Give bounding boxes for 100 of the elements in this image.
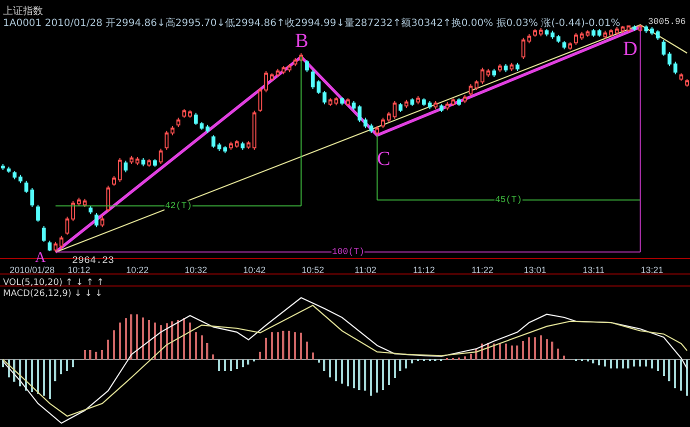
candlestick bbox=[164, 130, 169, 150]
bar bbox=[247, 360, 250, 365]
candlestick bbox=[614, 26, 619, 36]
bar bbox=[148, 320, 150, 360]
candlestick bbox=[153, 158, 157, 168]
candlestick bbox=[632, 24, 636, 32]
x-tick-label: 11:12 bbox=[413, 264, 435, 275]
candlestick bbox=[264, 70, 268, 93]
candlestick bbox=[0, 164, 5, 171]
candlestick bbox=[270, 72, 274, 82]
bar bbox=[516, 345, 518, 360]
candlestick bbox=[620, 25, 625, 34]
candlestick bbox=[428, 100, 432, 110]
candlestick bbox=[440, 104, 444, 112]
bar bbox=[49, 360, 51, 399]
bar bbox=[265, 338, 267, 360]
x-tick-label: 11:02 bbox=[354, 264, 376, 275]
bar bbox=[411, 360, 413, 364]
bar bbox=[686, 360, 688, 396]
bar bbox=[651, 360, 653, 368]
x-tick-label: 10:22 bbox=[126, 264, 149, 275]
bar bbox=[680, 360, 682, 391]
x-tick-label: 2010/01/28 bbox=[10, 264, 55, 275]
bar bbox=[522, 341, 524, 360]
bar bbox=[540, 335, 542, 360]
candlestick bbox=[562, 40, 566, 50]
candlestick bbox=[626, 24, 631, 32]
candlestick bbox=[246, 140, 250, 150]
candlestick bbox=[130, 155, 134, 165]
candlestick bbox=[492, 68, 496, 78]
bar bbox=[382, 360, 384, 390]
candlestick bbox=[597, 28, 602, 38]
bar bbox=[645, 360, 647, 366]
candlestick bbox=[124, 160, 128, 173]
bar bbox=[31, 360, 33, 392]
candlestick bbox=[422, 98, 426, 106]
candlestick bbox=[445, 102, 450, 111]
candlestick bbox=[206, 124, 210, 134]
candlestick bbox=[82, 198, 87, 208]
bar bbox=[528, 337, 530, 360]
bar bbox=[125, 318, 127, 360]
bar bbox=[493, 344, 495, 360]
bar bbox=[546, 339, 548, 360]
bar bbox=[113, 330, 115, 360]
bar bbox=[166, 323, 168, 360]
text: 2964.23 bbox=[72, 256, 114, 267]
bar bbox=[353, 360, 355, 388]
candlestick bbox=[474, 80, 478, 91]
candlestick bbox=[609, 28, 613, 38]
x-tick-label: 13:21 bbox=[640, 264, 664, 275]
chart-title: MACD(26,12,9) ↓ ↓ ↓ bbox=[3, 289, 103, 299]
candlestick bbox=[533, 28, 537, 38]
candlestick bbox=[118, 158, 122, 182]
bar bbox=[72, 360, 74, 368]
candlestick bbox=[282, 66, 286, 75]
bar bbox=[195, 332, 197, 360]
candlestick bbox=[644, 24, 648, 34]
text: VOL(5,10,20) ↑ ↓ ↑ ↑ bbox=[3, 278, 104, 288]
candlestick bbox=[544, 28, 549, 37]
candlestick bbox=[527, 34, 532, 44]
bar bbox=[511, 345, 513, 360]
candlestick bbox=[346, 98, 350, 106]
candlestick bbox=[375, 125, 380, 136]
candlestick bbox=[340, 96, 344, 106]
candlestick bbox=[392, 100, 397, 120]
candlestick bbox=[212, 134, 216, 148]
bar bbox=[294, 332, 296, 360]
candlestick bbox=[510, 62, 514, 72]
bar bbox=[341, 360, 343, 384]
bar bbox=[218, 360, 220, 371]
bar bbox=[242, 360, 244, 368]
candlestick bbox=[54, 241, 58, 252]
bar bbox=[288, 330, 290, 360]
candlestick bbox=[293, 57, 298, 67]
bar bbox=[470, 354, 472, 360]
candlestick bbox=[521, 37, 526, 60]
candlestick bbox=[217, 142, 222, 152]
bar bbox=[405, 360, 408, 368]
candlestick bbox=[416, 96, 420, 105]
x-tick-label: 10:12 bbox=[68, 264, 90, 275]
candlestick bbox=[6, 166, 11, 174]
annotation: 100(T) bbox=[332, 247, 364, 257]
candlestick bbox=[310, 69, 315, 90]
bar bbox=[189, 322, 191, 360]
bar bbox=[224, 360, 226, 371]
candlestick bbox=[141, 158, 146, 167]
candlestick bbox=[550, 30, 555, 40]
candlestick bbox=[668, 51, 672, 67]
bar bbox=[358, 360, 360, 390]
x-tick-label: 11:22 bbox=[471, 264, 494, 275]
candlestick bbox=[650, 26, 654, 36]
bar bbox=[388, 360, 390, 385]
candlestick bbox=[176, 117, 180, 128]
bar bbox=[627, 360, 630, 368]
x-tick-label: 13:01 bbox=[524, 264, 546, 275]
bar bbox=[95, 352, 98, 360]
candlestick bbox=[258, 87, 262, 112]
candlestick bbox=[71, 200, 76, 222]
bar bbox=[177, 320, 179, 360]
bar bbox=[318, 360, 320, 363]
